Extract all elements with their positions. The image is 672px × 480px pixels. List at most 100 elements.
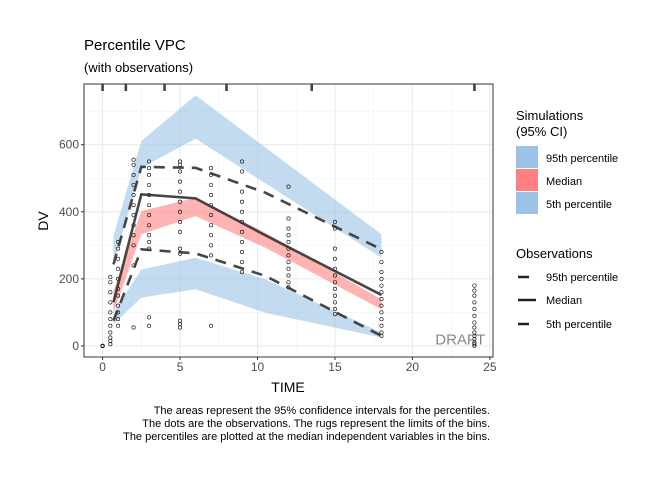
observation-point [472,313,477,318]
observation-point [379,270,384,275]
x-tick-label: 10 [251,360,265,374]
observation-point [147,203,152,208]
observation-point [332,219,337,224]
legend-swatch-5th [516,192,538,214]
observation-point [147,172,152,177]
observation-point [209,182,214,187]
observation-point [286,239,291,244]
legend-sim-median: Median [546,176,582,188]
observation-point [108,330,113,335]
observation-point [240,250,245,255]
observation-point [379,260,384,265]
observation-point [379,283,384,288]
obs-line-5th [112,247,383,338]
observation-point [147,315,152,320]
observation-point [131,325,136,330]
observation-point [178,229,183,234]
x-tick-label: 5 [177,360,184,374]
observation-point [147,239,152,244]
observation-point [178,219,183,224]
observation-point [240,260,245,265]
observation-point [472,325,477,330]
observation-point [286,260,291,265]
observation-point [108,310,113,315]
observation-point [116,323,121,328]
observation-point [209,233,214,238]
y-tick-label: 200 [59,272,79,286]
observation-point [472,330,477,335]
observation-point [147,233,152,238]
observation-point [131,162,136,167]
observation-point [332,307,337,312]
observation-point [108,323,113,328]
observation-point [286,280,291,285]
observation-point [131,203,136,208]
observation-point [100,343,105,348]
observation-point [178,179,183,184]
observation-point [178,169,183,174]
observation-point [379,310,384,315]
x-tick-label: 0 [99,360,106,374]
observation-point [116,317,121,322]
y-axis-label: DV [35,211,51,231]
observation-point [209,323,214,328]
y-tick-label: 600 [59,138,79,152]
y-tick-label: 400 [59,205,79,219]
observation-point [332,300,337,305]
legend: Simulations (95% CI) 95th percentile Med… [516,108,618,331]
legend-obs-5th: 5th percentile [546,319,612,331]
observation-point [178,199,183,204]
observation-point [178,246,183,251]
observation-point [472,320,477,325]
observation-point [332,280,337,285]
observation-point [332,256,337,261]
observation-point [116,246,121,251]
observation-point [209,213,214,218]
x-tick-label: 25 [483,360,497,374]
observation-point [240,189,245,194]
observation-point [472,300,477,305]
observation-point [472,283,477,288]
legend-sim-5th: 5th percentile [546,199,612,211]
observation-point [379,317,384,322]
observation-point [472,307,477,312]
observation-point [286,273,291,278]
observation-point [147,159,152,164]
observation-point [286,253,291,258]
legend-obs-title: Observations [516,246,593,261]
x-tick-label: 20 [406,360,420,374]
observation-point [108,317,113,322]
observation-point [209,243,214,248]
legend-sim-95th: 95th percentile [546,153,618,165]
observation-point [379,330,384,335]
observation-point [209,166,214,171]
observation-point [379,323,384,328]
chart-subtitle: (with observations) [84,60,193,75]
y-tick-label: 0 [72,339,79,353]
observation-point [147,323,152,328]
legend-swatch-95th [516,146,538,168]
observation-point [286,266,291,271]
observation-point [108,290,113,295]
observation-point [286,184,291,189]
observation-point [178,189,183,194]
observation-point [147,213,152,218]
caption-line-1: The areas represent the 95% confidence i… [154,405,490,417]
legend-obs-95th: 95th percentile [546,272,618,284]
observation-point [379,250,384,255]
observation-point [332,246,337,251]
observation-point [240,239,245,244]
observation-point [147,223,152,228]
panel-border [83,83,494,358]
observation-point [472,342,477,347]
observation-point [240,199,245,204]
observation-point [178,318,183,323]
observation-point [178,209,183,214]
caption-line-2: The dots are the observations. The rugs … [142,418,490,430]
x-tick-label: 15 [328,360,342,374]
observation-point [108,280,113,285]
observation-point [332,273,337,278]
legend-obs-median: Median [546,295,582,307]
